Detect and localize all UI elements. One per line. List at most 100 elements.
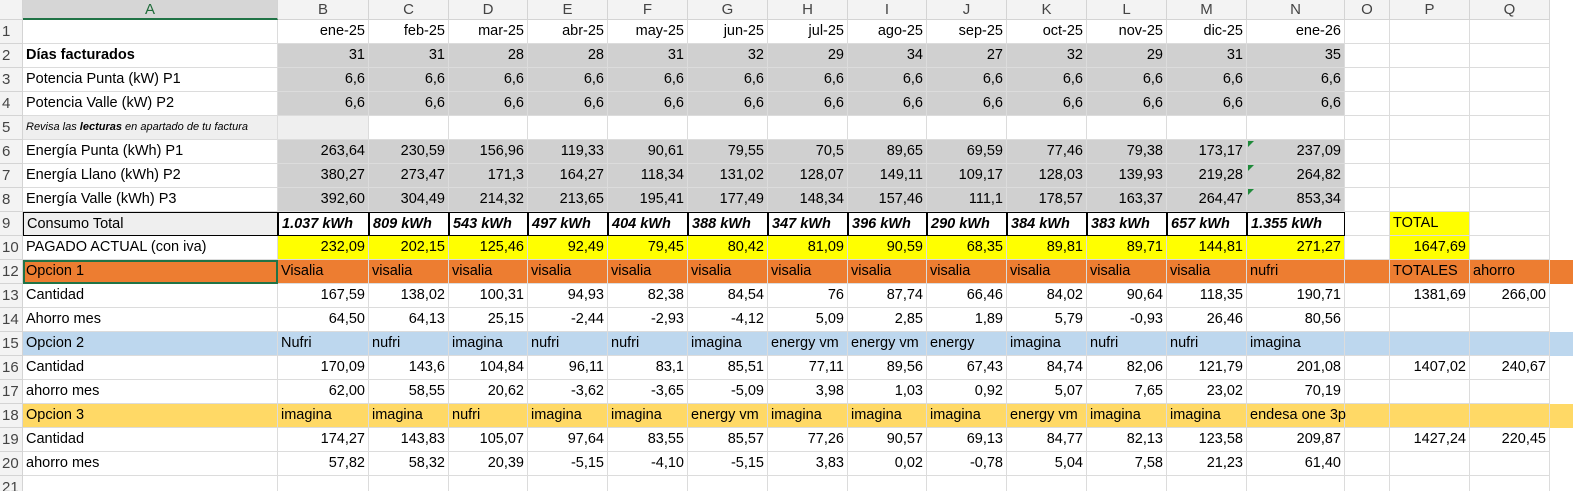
cell-m12[interactable]: visalia bbox=[1167, 260, 1247, 284]
cell-g10[interactable]: 80,42 bbox=[688, 236, 768, 260]
cell-o17[interactable] bbox=[1345, 380, 1390, 404]
cell-a12[interactable]: Opcion 1 bbox=[23, 260, 278, 284]
cell-k12[interactable]: visalia bbox=[1007, 260, 1087, 284]
cell-n12[interactable]: nufri bbox=[1247, 260, 1345, 284]
cell-l14[interactable]: -0,93 bbox=[1087, 308, 1167, 332]
cell-b18[interactable]: imagina bbox=[278, 404, 369, 428]
cell-c20[interactable]: 58,32 bbox=[369, 452, 449, 476]
cell-k17[interactable]: 5,07 bbox=[1007, 380, 1087, 404]
cell-i14[interactable]: 2,85 bbox=[848, 308, 927, 332]
cell-d8[interactable]: 214,32 bbox=[449, 188, 528, 212]
cell-l16[interactable]: 82,06 bbox=[1087, 356, 1167, 380]
cell-k21[interactable] bbox=[1007, 476, 1087, 491]
cell-e18[interactable]: imagina bbox=[528, 404, 608, 428]
cell-h8[interactable]: 148,34 bbox=[768, 188, 848, 212]
cell-b14[interactable]: 64,50 bbox=[278, 308, 369, 332]
cell-f18[interactable]: imagina bbox=[608, 404, 688, 428]
cell-c17[interactable]: 58,55 bbox=[369, 380, 449, 404]
cell-c4[interactable]: 6,6 bbox=[369, 92, 449, 116]
row-header-7[interactable]: 7 bbox=[0, 164, 23, 188]
cell-f20[interactable]: -4,10 bbox=[608, 452, 688, 476]
cell-d10[interactable]: 125,46 bbox=[449, 236, 528, 260]
column-header-c[interactable]: C bbox=[369, 0, 449, 20]
cell-o16[interactable] bbox=[1345, 356, 1390, 380]
column-header-p[interactable]: P bbox=[1390, 0, 1470, 20]
cell-b12[interactable]: Visalia bbox=[278, 260, 369, 284]
cell-m6[interactable]: 173,17 bbox=[1167, 140, 1247, 164]
cell-p18[interactable] bbox=[1390, 404, 1470, 428]
cell-f5[interactable] bbox=[608, 116, 688, 140]
cell-m7[interactable]: 219,28 bbox=[1167, 164, 1247, 188]
cell-g20[interactable]: -5,15 bbox=[688, 452, 768, 476]
cell-l8[interactable]: 163,37 bbox=[1087, 188, 1167, 212]
cell-k10[interactable]: 89,81 bbox=[1007, 236, 1087, 260]
cell-n10[interactable]: 271,27 bbox=[1247, 236, 1345, 260]
cell-c9[interactable]: 809 kWh bbox=[369, 212, 449, 236]
cell-e7[interactable]: 164,27 bbox=[528, 164, 608, 188]
cell-k5[interactable] bbox=[1007, 116, 1087, 140]
cell-b4[interactable]: 6,6 bbox=[278, 92, 369, 116]
cell-g12[interactable]: visalia bbox=[688, 260, 768, 284]
cell-k14[interactable]: 5,79 bbox=[1007, 308, 1087, 332]
cell-c19[interactable]: 143,83 bbox=[369, 428, 449, 452]
cell-n8[interactable]: 853,34 bbox=[1247, 188, 1345, 212]
cell-c21[interactable] bbox=[369, 476, 449, 491]
cell-m14[interactable]: 26,46 bbox=[1167, 308, 1247, 332]
cell-o12[interactable] bbox=[1345, 260, 1390, 284]
cell-j9[interactable]: 290 kWh bbox=[927, 212, 1007, 236]
cell-j18[interactable]: imagina bbox=[927, 404, 1007, 428]
cell-o14[interactable] bbox=[1345, 308, 1390, 332]
cell-j5[interactable] bbox=[927, 116, 1007, 140]
cell-j19[interactable]: 69,13 bbox=[927, 428, 1007, 452]
cell-m8[interactable]: 264,47 bbox=[1167, 188, 1247, 212]
cell-c3[interactable]: 6,6 bbox=[369, 68, 449, 92]
cell-a6[interactable]: Energía Punta (kWh) P1 bbox=[23, 140, 278, 164]
cell-k4[interactable]: 6,6 bbox=[1007, 92, 1087, 116]
cell-c8[interactable]: 304,49 bbox=[369, 188, 449, 212]
cell-c18[interactable]: imagina bbox=[369, 404, 449, 428]
cell-j6[interactable]: 69,59 bbox=[927, 140, 1007, 164]
cell-i18[interactable]: imagina bbox=[848, 404, 927, 428]
cell-a5-note[interactable]: Revisa las lecturas en apartado de tu fa… bbox=[23, 116, 369, 140]
cell-m9[interactable]: 657 kWh bbox=[1167, 212, 1247, 236]
cell-h6[interactable]: 70,5 bbox=[768, 140, 848, 164]
cell-i1[interactable]: ago-25 bbox=[848, 20, 927, 44]
cell-p17[interactable] bbox=[1390, 380, 1470, 404]
cell-d6[interactable]: 156,96 bbox=[449, 140, 528, 164]
error-indicator-icon[interactable] bbox=[1248, 165, 1254, 171]
cell-f21[interactable] bbox=[608, 476, 688, 491]
cell-i6[interactable]: 89,65 bbox=[848, 140, 927, 164]
column-header-l[interactable]: L bbox=[1087, 0, 1167, 20]
cell-c1[interactable]: feb-25 bbox=[369, 20, 449, 44]
cell-j4[interactable]: 6,6 bbox=[927, 92, 1007, 116]
cell-m4[interactable]: 6,6 bbox=[1167, 92, 1247, 116]
cell-p7[interactable] bbox=[1390, 164, 1470, 188]
cell-p13[interactable]: 1381,69 bbox=[1390, 284, 1470, 308]
cell-o10[interactable] bbox=[1345, 236, 1390, 260]
cell-l12[interactable]: visalia bbox=[1087, 260, 1167, 284]
cell-g6[interactable]: 79,55 bbox=[688, 140, 768, 164]
cell-c6[interactable]: 230,59 bbox=[369, 140, 449, 164]
cell-e9[interactable]: 497 kWh bbox=[528, 212, 608, 236]
cell-j3[interactable]: 6,6 bbox=[927, 68, 1007, 92]
cell-l19[interactable]: 82,13 bbox=[1087, 428, 1167, 452]
column-header-i[interactable]: I bbox=[848, 0, 927, 20]
cell-b20[interactable]: 57,82 bbox=[278, 452, 369, 476]
cell-k9[interactable]: 384 kWh bbox=[1007, 212, 1087, 236]
cell-f9[interactable]: 404 kWh bbox=[608, 212, 688, 236]
cell-l4[interactable]: 6,6 bbox=[1087, 92, 1167, 116]
cell-m15[interactable]: nufri bbox=[1167, 332, 1247, 356]
cell-d9[interactable]: 543 kWh bbox=[449, 212, 528, 236]
cell-i8[interactable]: 157,46 bbox=[848, 188, 927, 212]
cell-b17[interactable]: 62,00 bbox=[278, 380, 369, 404]
cell-m18[interactable]: imagina bbox=[1167, 404, 1247, 428]
cell-e6[interactable]: 119,33 bbox=[528, 140, 608, 164]
cell-m16[interactable]: 121,79 bbox=[1167, 356, 1247, 380]
cell-p20[interactable] bbox=[1390, 452, 1470, 476]
cell-g9[interactable]: 388 kWh bbox=[688, 212, 768, 236]
cell-e13[interactable]: 94,93 bbox=[528, 284, 608, 308]
cell-d17[interactable]: 20,62 bbox=[449, 380, 528, 404]
cell-g15[interactable]: imagina bbox=[688, 332, 768, 356]
cell-g3[interactable]: 6,6 bbox=[688, 68, 768, 92]
cell-k3[interactable]: 6,6 bbox=[1007, 68, 1087, 92]
